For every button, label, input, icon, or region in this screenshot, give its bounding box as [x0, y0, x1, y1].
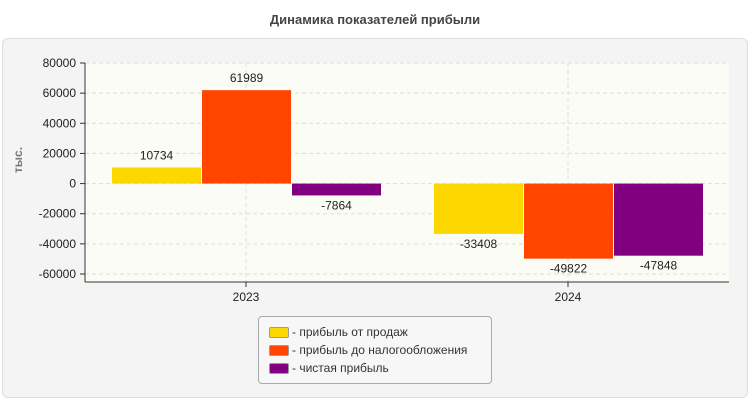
- legend: - прибыль от продаж - прибыль до налогооб…: [258, 316, 492, 384]
- legend-item: - чистая прибыль: [269, 359, 491, 377]
- y-tick-label: -20000: [39, 207, 77, 221]
- data-label: -47848: [640, 259, 678, 273]
- data-label: -49822: [550, 262, 588, 276]
- legend-item: - прибыль до налогообложения: [269, 341, 491, 359]
- bar: [202, 90, 291, 184]
- data-label: 61989: [230, 71, 264, 85]
- data-label: -7864: [321, 198, 352, 212]
- legend-label: - чистая прибыль: [292, 361, 389, 375]
- bar: [614, 183, 703, 256]
- data-label: 10734: [140, 148, 174, 162]
- bar: [524, 183, 613, 259]
- legend-label: - прибыль до налогообложения: [292, 343, 468, 357]
- x-tick-label: 2023: [233, 290, 260, 304]
- legend-swatch: [269, 344, 289, 356]
- bar: [112, 167, 201, 184]
- bar: [292, 183, 381, 196]
- data-label: -33408: [460, 237, 498, 251]
- y-tick-label: 80000: [43, 56, 77, 70]
- legend-item: - прибыль от продаж: [269, 323, 491, 341]
- y-tick-label: 0: [69, 177, 76, 191]
- legend-swatch: [269, 362, 289, 374]
- y-tick-label: -60000: [39, 267, 77, 281]
- y-axis-label: тыс.: [11, 147, 25, 173]
- y-tick-label: 60000: [43, 86, 77, 100]
- y-tick-label: -40000: [39, 237, 77, 251]
- legend-label: - прибыль от продаж: [292, 325, 408, 339]
- bar: [434, 183, 523, 234]
- y-tick-label: 20000: [43, 146, 77, 160]
- y-tick-label: 40000: [43, 116, 77, 130]
- x-tick-label: 2024: [555, 290, 582, 304]
- chart-title: Динамика показателей прибыли: [269, 12, 481, 27]
- legend-swatch: [269, 326, 289, 338]
